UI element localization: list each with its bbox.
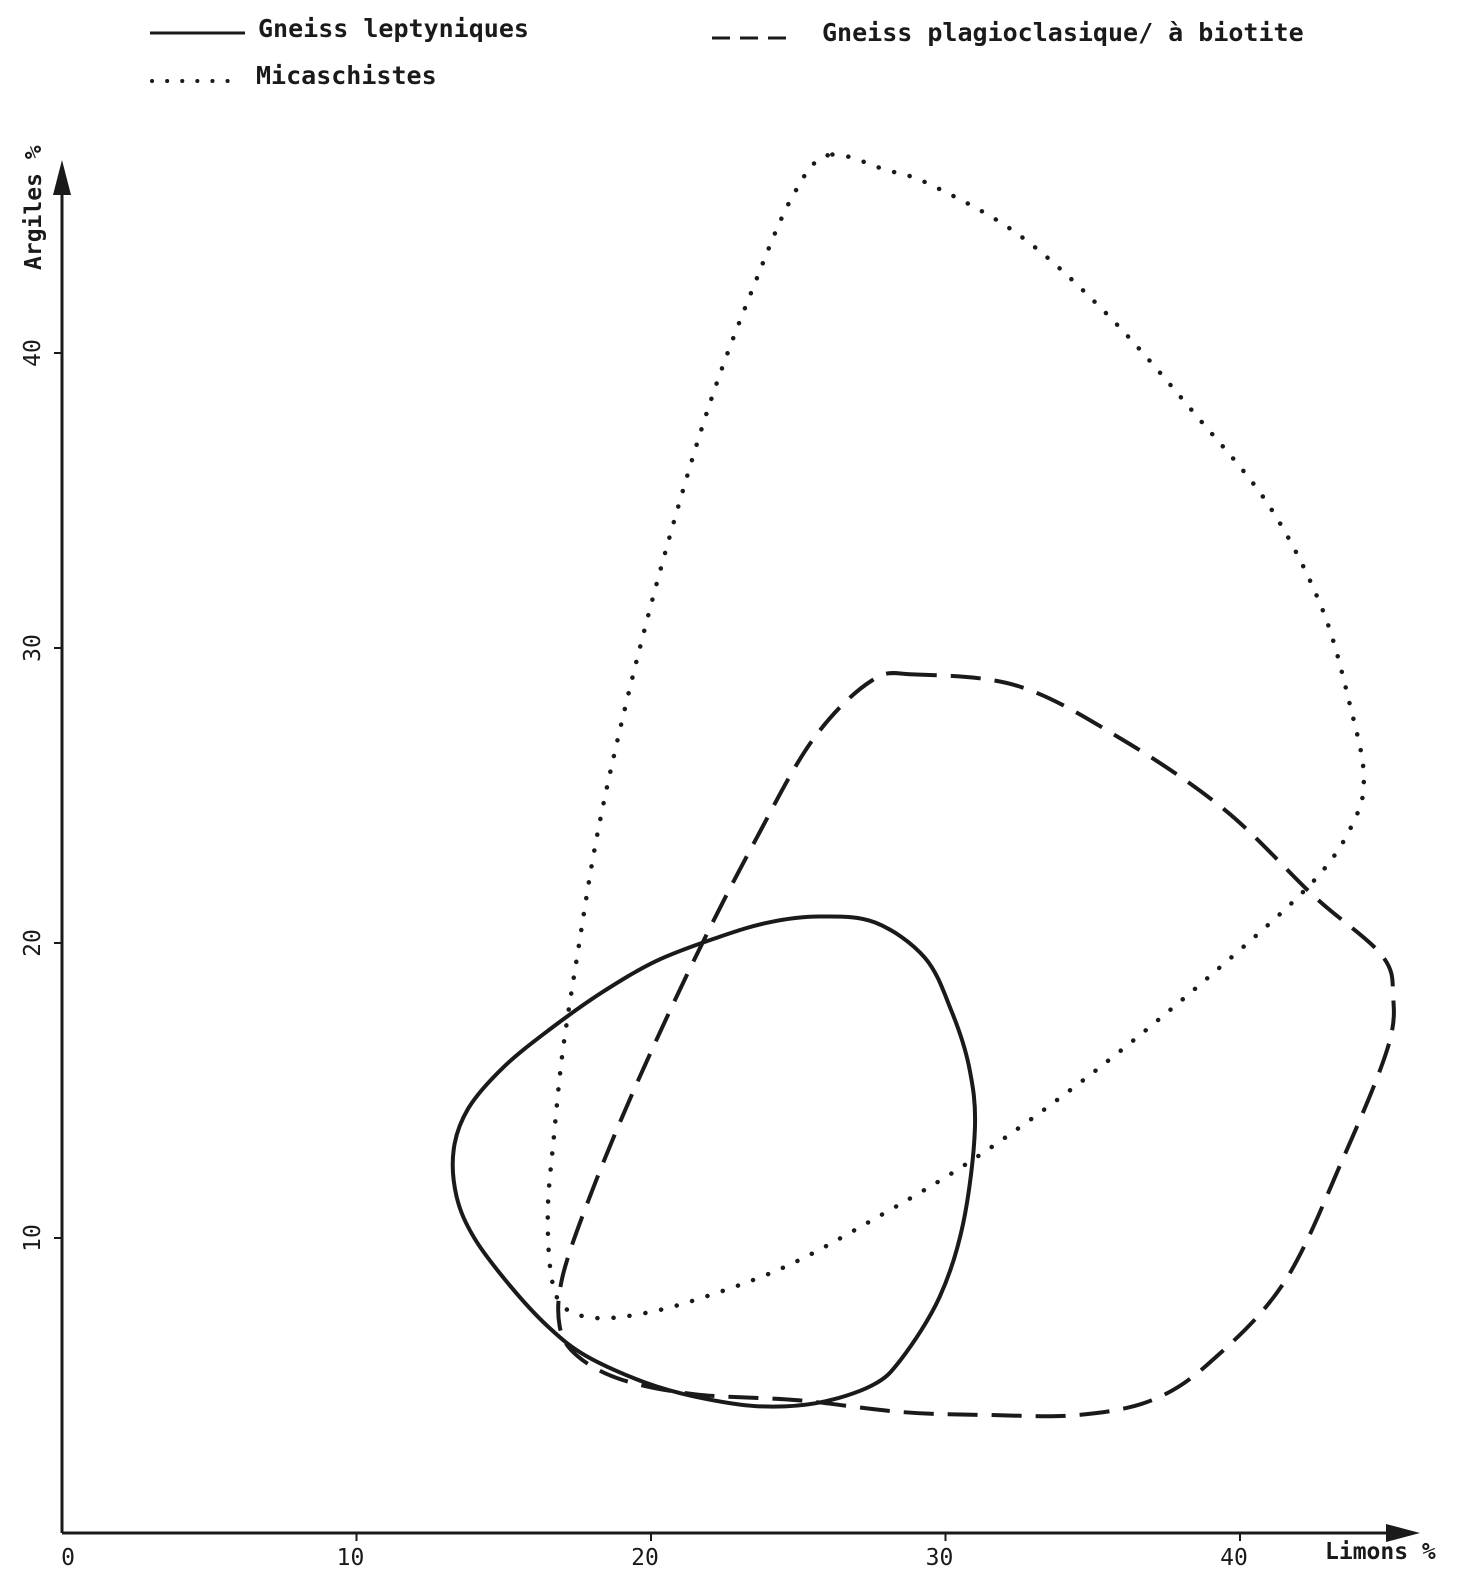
axes: Limons % Argiles % 0 10 20 30 40 10 20 30 40	[20, 145, 1436, 1571]
y-tick-label: 10	[20, 1224, 46, 1252]
x-axis-title: Limons %	[1325, 1539, 1436, 1565]
legend-label-gneiss-plagioclasique: Gneiss plagioclasique/ à biotite	[822, 18, 1304, 47]
series-layer	[450, 152, 1396, 1419]
y-tick-label: 20	[20, 929, 46, 957]
x-tick-label: 30	[926, 1545, 954, 1571]
y-axis-title: Argiles %	[21, 145, 47, 270]
y-axis-arrow	[53, 160, 71, 195]
x-axis-arrow	[1386, 1524, 1420, 1542]
x-tick-label: 20	[631, 1545, 659, 1571]
legend: Gneiss leptyniques Micaschistes Gneiss p…	[150, 14, 1304, 90]
series-gneiss-leptyniques-outline	[450, 914, 978, 1409]
legend-item-gneiss-plagioclasique: Gneiss plagioclasique/ à biotite	[712, 18, 1304, 47]
y-ticks: 10 20 30 40	[20, 339, 62, 1252]
x-tick-label: 0	[61, 1545, 75, 1571]
x-tick-label: 10	[337, 1545, 365, 1571]
legend-item-micaschistes: Micaschistes	[150, 61, 437, 90]
legend-item-gneiss-leptyniques: Gneiss leptyniques	[150, 14, 529, 43]
x-tick-label: 40	[1220, 1545, 1248, 1571]
legend-label-micaschistes: Micaschistes	[256, 61, 437, 90]
series-gneiss-plagioclasique-outline	[556, 671, 1396, 1419]
x-ticks: 0 10 20 30 40	[61, 1533, 1248, 1571]
legend-label-gneiss-leptyniques: Gneiss leptyniques	[258, 14, 529, 43]
y-tick-label: 30	[20, 634, 46, 662]
y-tick-label: 40	[20, 339, 46, 367]
series-micaschistes-outline	[545, 152, 1367, 1321]
